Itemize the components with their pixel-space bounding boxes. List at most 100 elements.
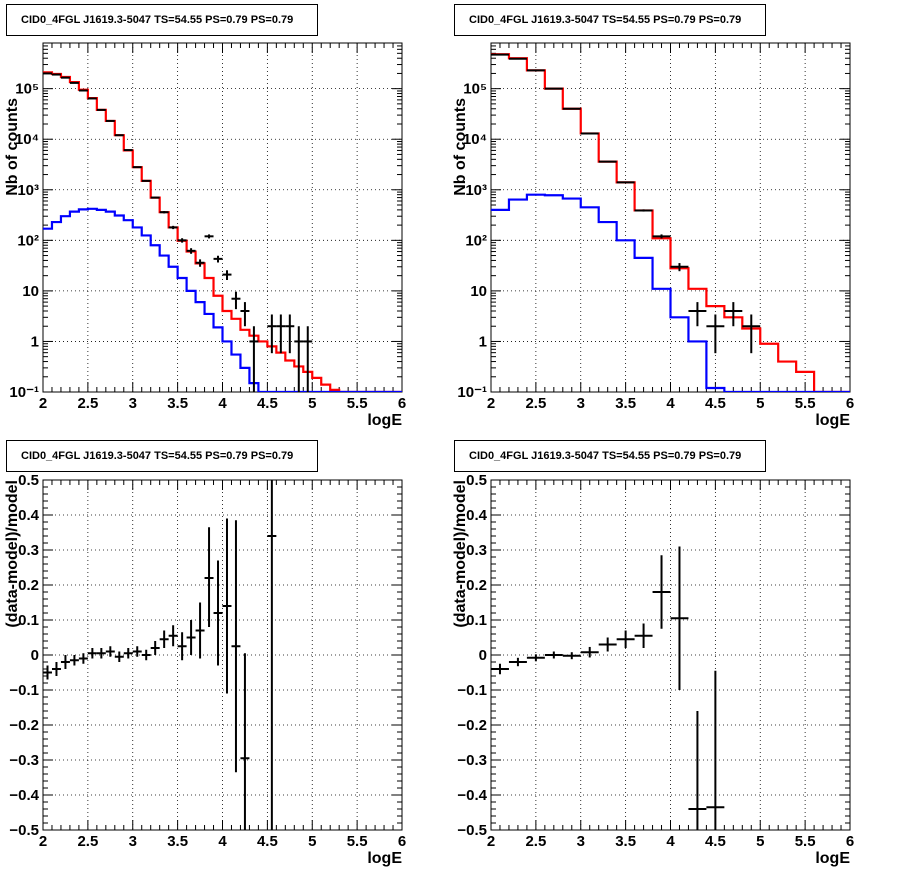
data-point bbox=[195, 602, 205, 659]
data-point bbox=[706, 314, 725, 354]
data-point bbox=[123, 149, 133, 152]
x-tick-label: 5 bbox=[756, 833, 764, 850]
data-point bbox=[688, 302, 707, 327]
axis-ticks bbox=[490, 479, 851, 831]
data-point bbox=[168, 225, 178, 230]
y-axis-label: Nb of counts bbox=[452, 98, 469, 196]
data-point bbox=[51, 662, 61, 676]
chart-panel-1: 2 2.5 3 3.5 4 4.5 5 5.5 6 10⁻¹ 1 10 10² 10³ 10⁴ 10⁵ logE… bbox=[452, 42, 854, 429]
series-group bbox=[491, 53, 850, 392]
data-point bbox=[195, 259, 205, 267]
y-axis-label: (data-model)/model bbox=[452, 480, 469, 628]
x-tick-label: 2.5 bbox=[525, 395, 546, 412]
y-tick-label: −0.4 bbox=[9, 787, 39, 804]
x-tick-label: 4.5 bbox=[705, 833, 726, 850]
x-tick-label: 3 bbox=[129, 833, 137, 850]
data-point bbox=[159, 630, 169, 648]
data-point bbox=[634, 209, 653, 212]
data-point bbox=[150, 641, 160, 655]
x-tick-label: 3.5 bbox=[167, 395, 188, 412]
y-tick-label: −0.4 bbox=[457, 787, 487, 804]
data-point bbox=[294, 326, 304, 392]
chart-panel-0: 2 2.5 3 3.5 4 4.5 5 5.5 6 10⁻¹ 1 10 10² 10³ 10⁴ 10⁵ logE… bbox=[4, 42, 406, 429]
chart-panel-3: 2 2.5 3 3.5 4 4.5 5 5.5 6 −0.5 −0.4 −0.3 −0.2 −0.1 0 0.… bbox=[452, 472, 854, 867]
x-tick-label: 3 bbox=[577, 833, 585, 850]
y-tick-label: 0.2 bbox=[18, 577, 39, 594]
x-tick-label: 4 bbox=[218, 395, 227, 412]
axis-ticks bbox=[42, 42, 403, 393]
y-tick-label: 0.5 bbox=[466, 472, 487, 489]
x-tick-label: 2 bbox=[487, 833, 495, 850]
x-tick-label: 5 bbox=[308, 833, 316, 850]
x-tick-label: 2.5 bbox=[77, 833, 98, 850]
data-point bbox=[526, 654, 545, 662]
data-point bbox=[69, 655, 79, 666]
y-tick-label: 10⁵ bbox=[15, 81, 39, 98]
data-point bbox=[60, 655, 70, 669]
data-point bbox=[87, 648, 97, 659]
y-tick-label: 10⁴ bbox=[463, 131, 487, 148]
y-tick-label: 0 bbox=[479, 647, 487, 664]
data-point bbox=[177, 238, 187, 243]
x-tick-label: 2.5 bbox=[525, 833, 546, 850]
y-tick-label: 10³ bbox=[17, 182, 39, 199]
data-point bbox=[267, 480, 277, 830]
x-tick-label: 5.5 bbox=[347, 833, 368, 850]
data-point bbox=[276, 314, 286, 354]
data-point bbox=[508, 657, 527, 667]
data-point bbox=[285, 314, 295, 354]
data-point bbox=[204, 527, 214, 627]
x-tick-label: 5 bbox=[756, 395, 764, 412]
y-tick-label: −0.1 bbox=[9, 682, 39, 699]
data-point bbox=[114, 651, 124, 662]
data-point bbox=[562, 652, 581, 660]
data-point bbox=[240, 653, 250, 830]
data-point bbox=[598, 637, 617, 652]
y-tick-label: 10² bbox=[17, 232, 39, 249]
data-point bbox=[670, 546, 689, 690]
chart-title-top-right: CID0_4FGL J1619.3-5047 TS=54.55 PS=0.79 … bbox=[454, 4, 766, 36]
data-point bbox=[213, 560, 223, 666]
x-tick-label: 6 bbox=[846, 833, 854, 850]
x-tick-label: 5.5 bbox=[347, 395, 368, 412]
data-point bbox=[688, 711, 707, 830]
data-point bbox=[159, 211, 169, 214]
data-point bbox=[132, 646, 142, 657]
data-point bbox=[222, 270, 232, 281]
x-tick-label: 3.5 bbox=[167, 833, 188, 850]
axis-ticks bbox=[42, 479, 403, 831]
y-tick-label: −0.2 bbox=[457, 717, 487, 734]
y-tick-label: −0.3 bbox=[9, 752, 39, 769]
x-axis-label: logE bbox=[815, 850, 850, 867]
data-point bbox=[267, 314, 277, 354]
y-tick-label: 1 bbox=[31, 333, 39, 350]
x-tick-label: 6 bbox=[398, 833, 406, 850]
model-total-histogram bbox=[43, 71, 402, 392]
y-tick-label: 0.4 bbox=[466, 507, 488, 524]
data-point bbox=[544, 651, 563, 659]
data-point bbox=[249, 326, 259, 392]
x-tick-label: 5.5 bbox=[795, 395, 816, 412]
model-source-histogram bbox=[43, 207, 402, 392]
data-point bbox=[141, 649, 151, 661]
data-point bbox=[141, 179, 151, 182]
data-point bbox=[186, 620, 196, 655]
y-tick-label: 10⁻¹ bbox=[457, 384, 487, 401]
y-tick-label: −0.3 bbox=[457, 752, 487, 769]
data-point bbox=[303, 326, 313, 392]
y-tick-label: 0.1 bbox=[466, 612, 487, 629]
data-point bbox=[652, 555, 671, 629]
data-point bbox=[231, 291, 241, 310]
y-tick-label: 0.3 bbox=[18, 542, 39, 559]
x-tick-label: 4 bbox=[218, 833, 227, 850]
y-tick-label: 10⁻¹ bbox=[9, 384, 39, 401]
data-point bbox=[598, 160, 617, 163]
x-tick-label: 4 bbox=[666, 833, 675, 850]
y-tick-label: −0.5 bbox=[9, 822, 39, 839]
y-tick-label: −0.2 bbox=[9, 717, 39, 734]
x-tick-label: 4 bbox=[666, 395, 675, 412]
x-tick-label: 3 bbox=[129, 395, 137, 412]
data-point bbox=[491, 663, 509, 675]
x-tick-label: 2 bbox=[39, 833, 47, 850]
data-point bbox=[213, 255, 223, 263]
